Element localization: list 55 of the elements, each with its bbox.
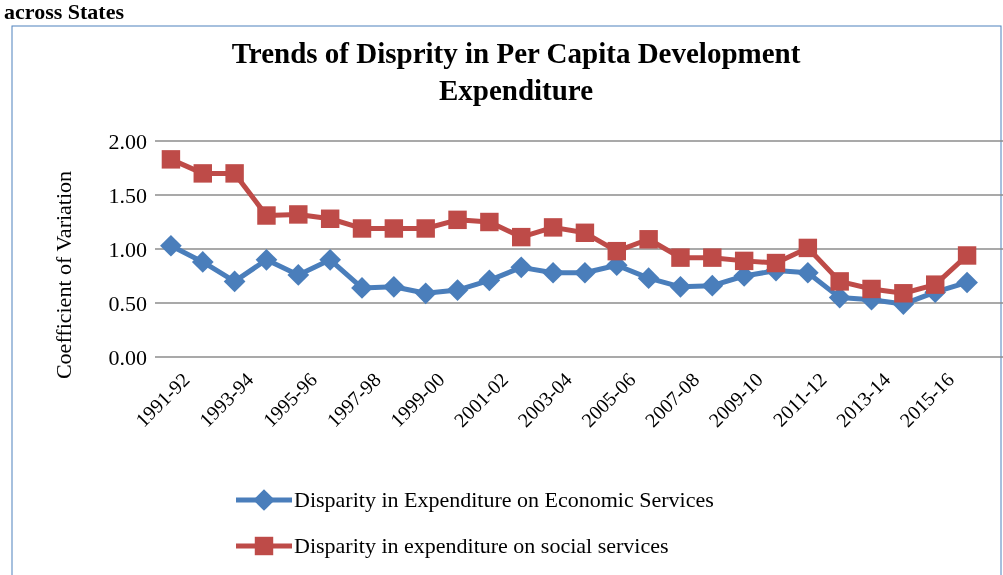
point (671, 248, 690, 267)
point (225, 164, 244, 183)
point (191, 251, 214, 273)
point (414, 282, 437, 305)
point (956, 271, 978, 294)
point (766, 253, 786, 273)
chart-title: Trends of Disprity in Per Capita Development Expenditure (231, 37, 801, 106)
point (669, 275, 692, 298)
point (575, 223, 595, 243)
point (637, 267, 660, 290)
point (862, 279, 881, 299)
point (957, 246, 977, 265)
point (734, 251, 754, 271)
y-tick-label: 1.00 (108, 236, 147, 262)
point (320, 209, 340, 228)
point (607, 241, 626, 261)
point (542, 261, 564, 284)
point (383, 275, 405, 298)
point (352, 219, 372, 238)
point (351, 277, 373, 299)
legend-label: Disparity in Expenditure on Economic Services (294, 487, 714, 512)
point (319, 248, 341, 271)
point (223, 270, 246, 293)
point (257, 206, 276, 225)
point (289, 205, 308, 224)
point (287, 264, 310, 286)
point (639, 230, 658, 249)
point (701, 274, 724, 297)
y-tick-label: 1.50 (108, 182, 147, 208)
point (416, 219, 435, 238)
point (161, 150, 181, 169)
point (798, 238, 818, 258)
legend-label: Disparity in expenditure on social services (294, 533, 669, 558)
y-tick-label: 0.00 (108, 344, 147, 370)
point (478, 269, 501, 292)
point (255, 248, 278, 271)
point (510, 256, 533, 279)
point (574, 261, 596, 284)
point (446, 279, 469, 301)
point (384, 219, 404, 238)
point (193, 164, 212, 183)
point (797, 261, 819, 284)
point (480, 212, 499, 232)
point (543, 218, 563, 237)
point (448, 210, 467, 230)
point (926, 275, 945, 294)
point (512, 227, 531, 247)
y-tick-label: 0.50 (108, 290, 147, 316)
point (830, 272, 849, 291)
y-tick-label: 2.00 (108, 128, 147, 154)
text: across States (4, 0, 125, 24)
point (703, 248, 722, 267)
point (894, 284, 913, 303)
y-axis-title: Coefficient of Variation (51, 170, 76, 380)
point (160, 234, 182, 257)
